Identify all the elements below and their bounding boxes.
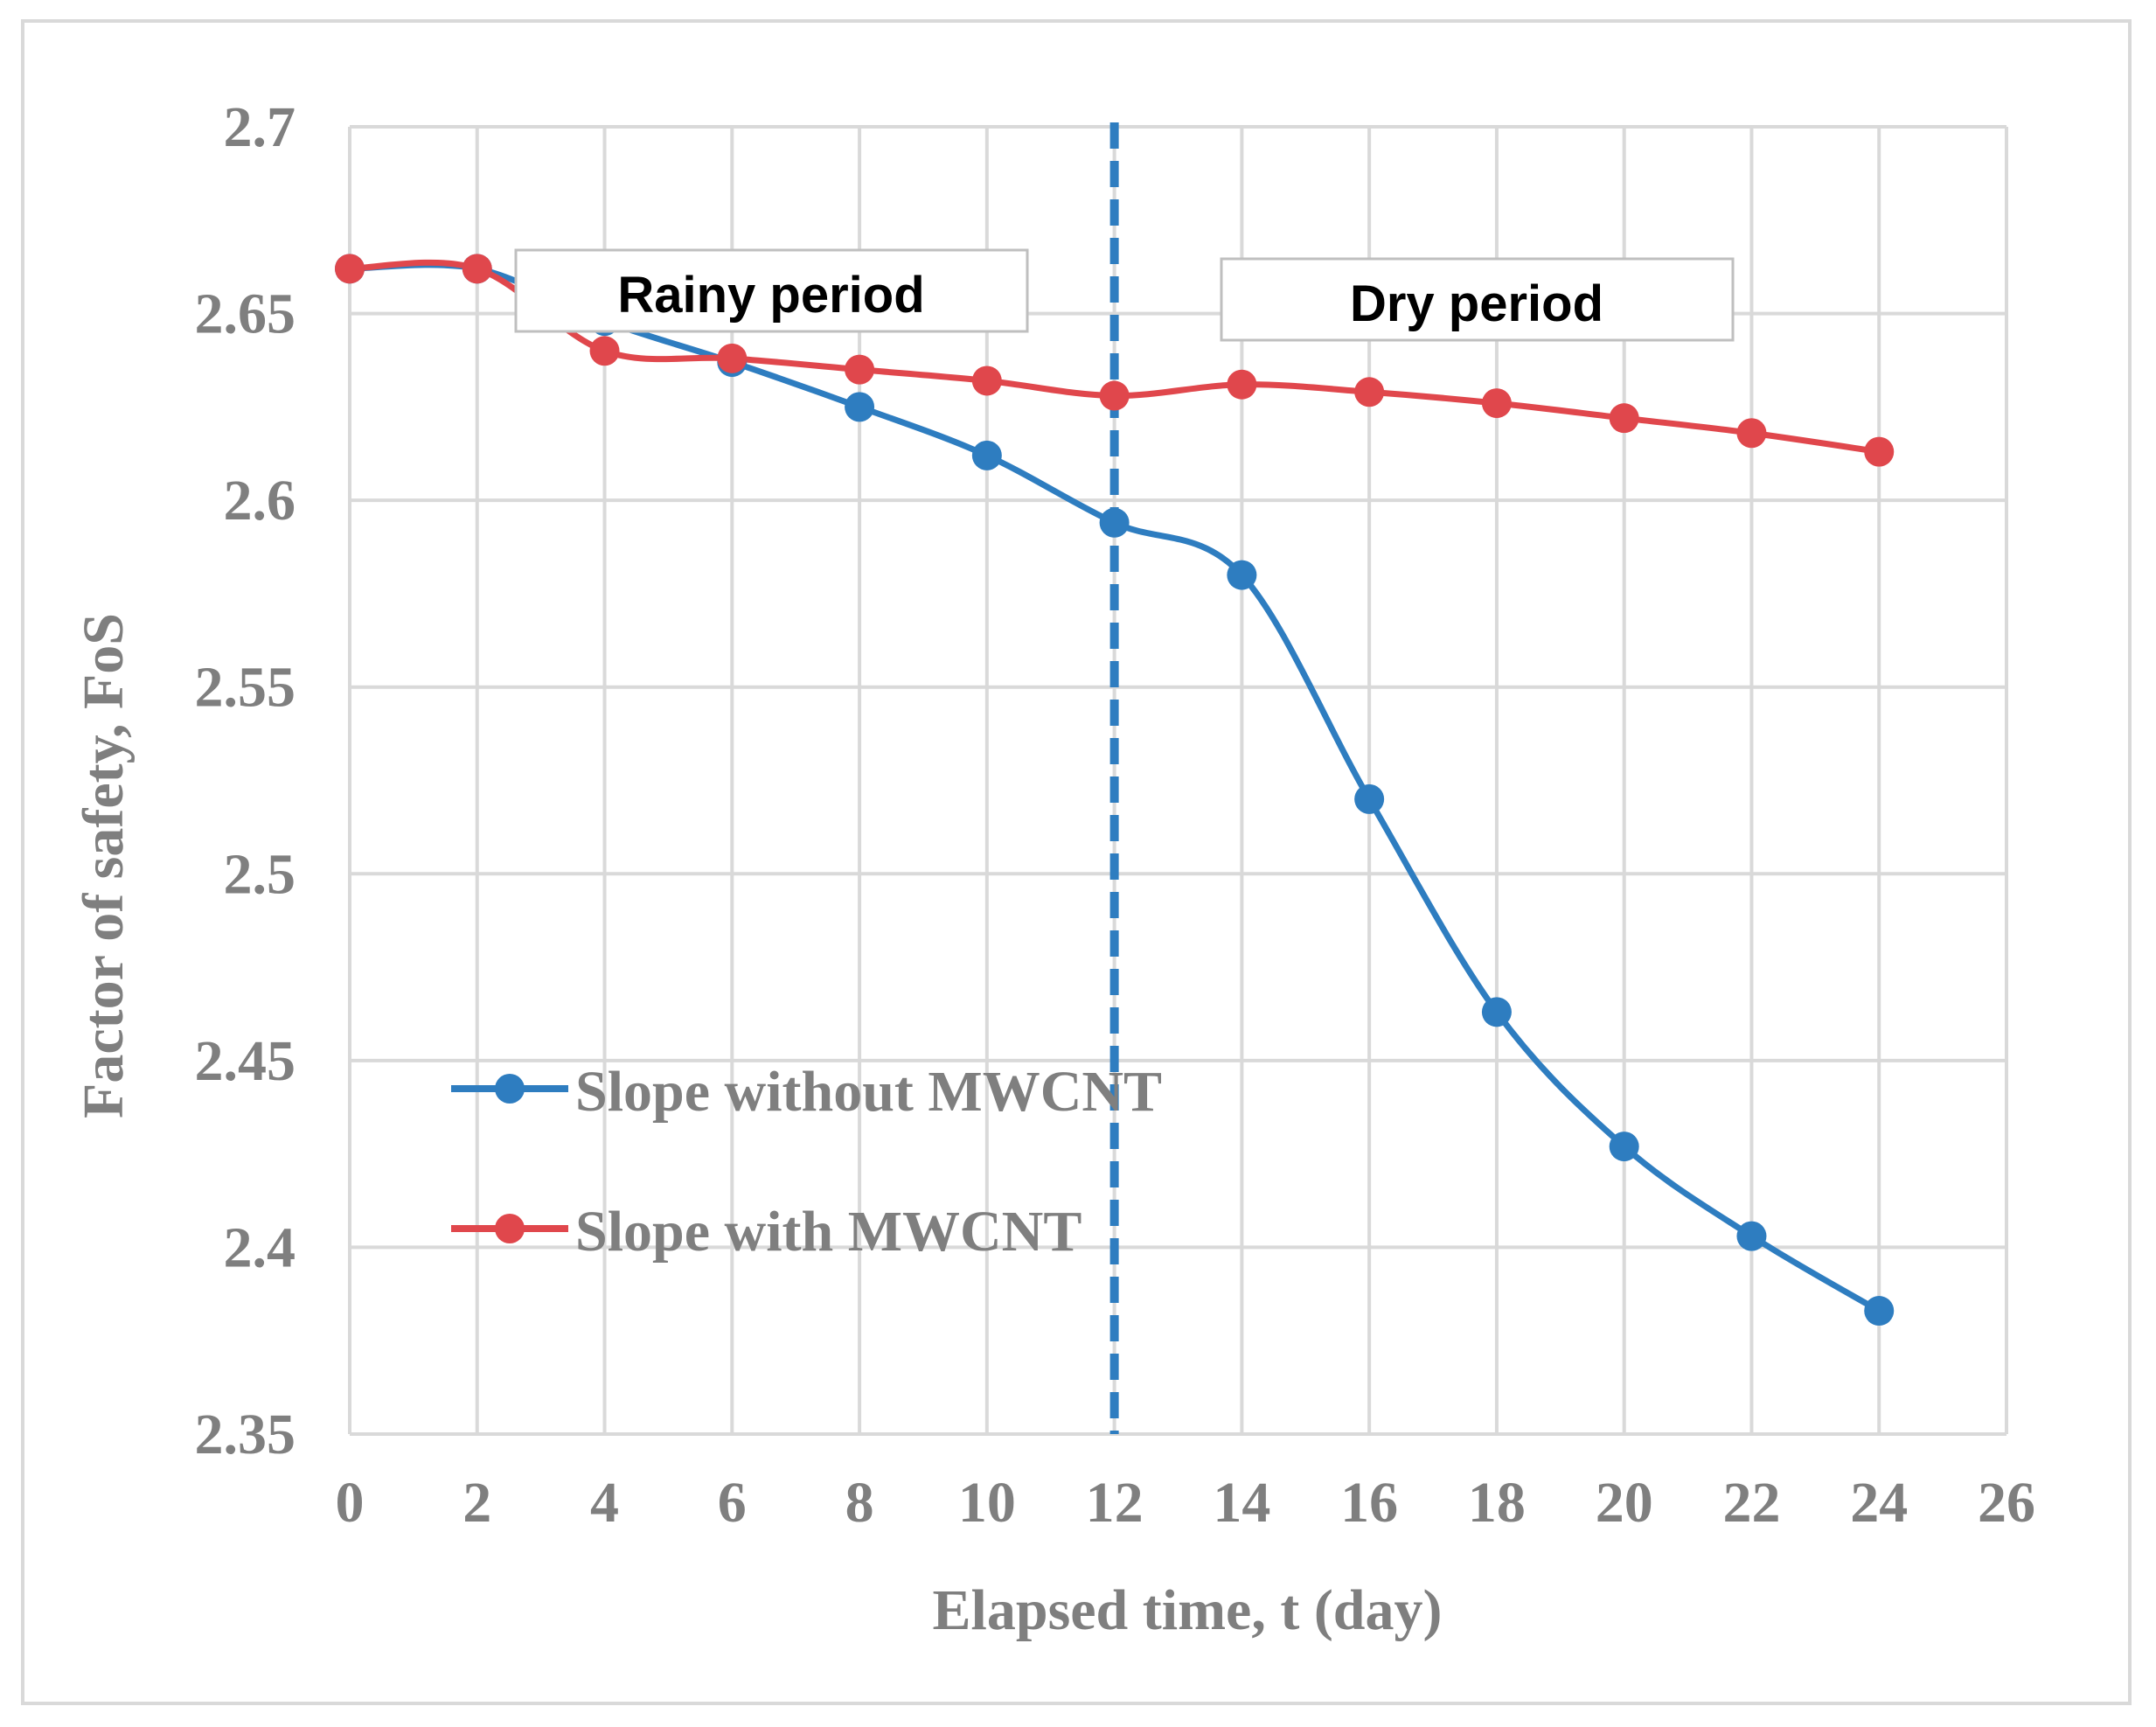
x-tick-label: 26: [1978, 1471, 2035, 1535]
legend-entry-without-mwcnt: Slope without MWCNT: [451, 1060, 1162, 1124]
x-axis-title: Elapsed time, t (day): [933, 1578, 1443, 1642]
data-point: [1481, 388, 1512, 419]
x-tick-label: 18: [1468, 1471, 1526, 1535]
y-axis-title: Factor of safety, FoS: [72, 613, 136, 1118]
x-tick-label: 4: [590, 1471, 619, 1535]
legend-marker-with-mwcnt: [495, 1214, 525, 1243]
x-tick-label: 16: [1340, 1471, 1398, 1535]
data-point: [1227, 369, 1257, 400]
tick-labels: 0 2 4 6 8 10 12 14 16 18 20 22 24 262.352.42.452.52.5…: [195, 95, 2036, 1535]
y-tick-label: 2.5: [224, 842, 296, 906]
y-tick-label: 2.4: [224, 1215, 296, 1279]
x-tick-label: 10: [958, 1471, 1016, 1535]
data-point: [845, 354, 875, 385]
chart-frame: [21, 19, 2132, 1705]
data-point: [1354, 783, 1385, 814]
y-tick-label: 2.7: [224, 95, 296, 159]
data-point: [1864, 436, 1895, 467]
y-tick-label: 2.55: [195, 656, 296, 720]
data-points: [335, 254, 1895, 1327]
data-point: [1736, 418, 1767, 449]
rainy-period-label: Rainy period: [617, 267, 924, 324]
data-point: [1609, 403, 1639, 434]
y-tick-label: 2.65: [195, 282, 296, 346]
data-point: [1864, 1296, 1895, 1327]
y-tick-label: 2.45: [195, 1029, 296, 1093]
data-point: [1227, 560, 1257, 590]
data-point: [1099, 380, 1130, 411]
legend-entry-with-mwcnt: Slope with MWCNT: [451, 1200, 1081, 1264]
x-tick-label: 20: [1596, 1471, 1653, 1535]
data-point: [589, 336, 620, 366]
rainy-period-box: Rainy period: [514, 248, 1029, 333]
data-point: [717, 343, 748, 373]
x-tick-label: 6: [718, 1471, 747, 1535]
x-tick-label: 12: [1086, 1471, 1144, 1535]
legend-label-with-mwcnt: Slope with MWCNT: [575, 1200, 1081, 1264]
x-tick-label: 2: [462, 1471, 491, 1535]
data-point: [1481, 997, 1512, 1027]
y-tick-label: 2.6: [224, 469, 296, 533]
dry-period-box: Dry period: [1220, 257, 1735, 342]
data-point: [1099, 507, 1130, 538]
x-tick-label: 0: [336, 1471, 365, 1535]
x-tick-label: 14: [1213, 1471, 1270, 1535]
legend-marker-without-mwcnt: [495, 1074, 525, 1104]
x-tick-label: 8: [845, 1471, 874, 1535]
data-point: [335, 254, 365, 284]
legend: Slope without MWCNT Slope with MWCNT: [451, 1060, 1162, 1264]
data-point: [971, 440, 1002, 470]
data-point: [971, 366, 1002, 396]
x-tick-label: 22: [1722, 1471, 1780, 1535]
data-point: [462, 254, 492, 284]
data-point: [845, 392, 875, 422]
data-point: [1609, 1132, 1639, 1162]
y-tick-label: 2.35: [195, 1403, 296, 1466]
data-point: [1354, 377, 1385, 407]
data-point: [1736, 1221, 1767, 1251]
dry-period-label: Dry period: [1350, 275, 1603, 332]
legend-label-without-mwcnt: Slope without MWCNT: [575, 1060, 1162, 1124]
x-tick-label: 24: [1850, 1471, 1908, 1535]
